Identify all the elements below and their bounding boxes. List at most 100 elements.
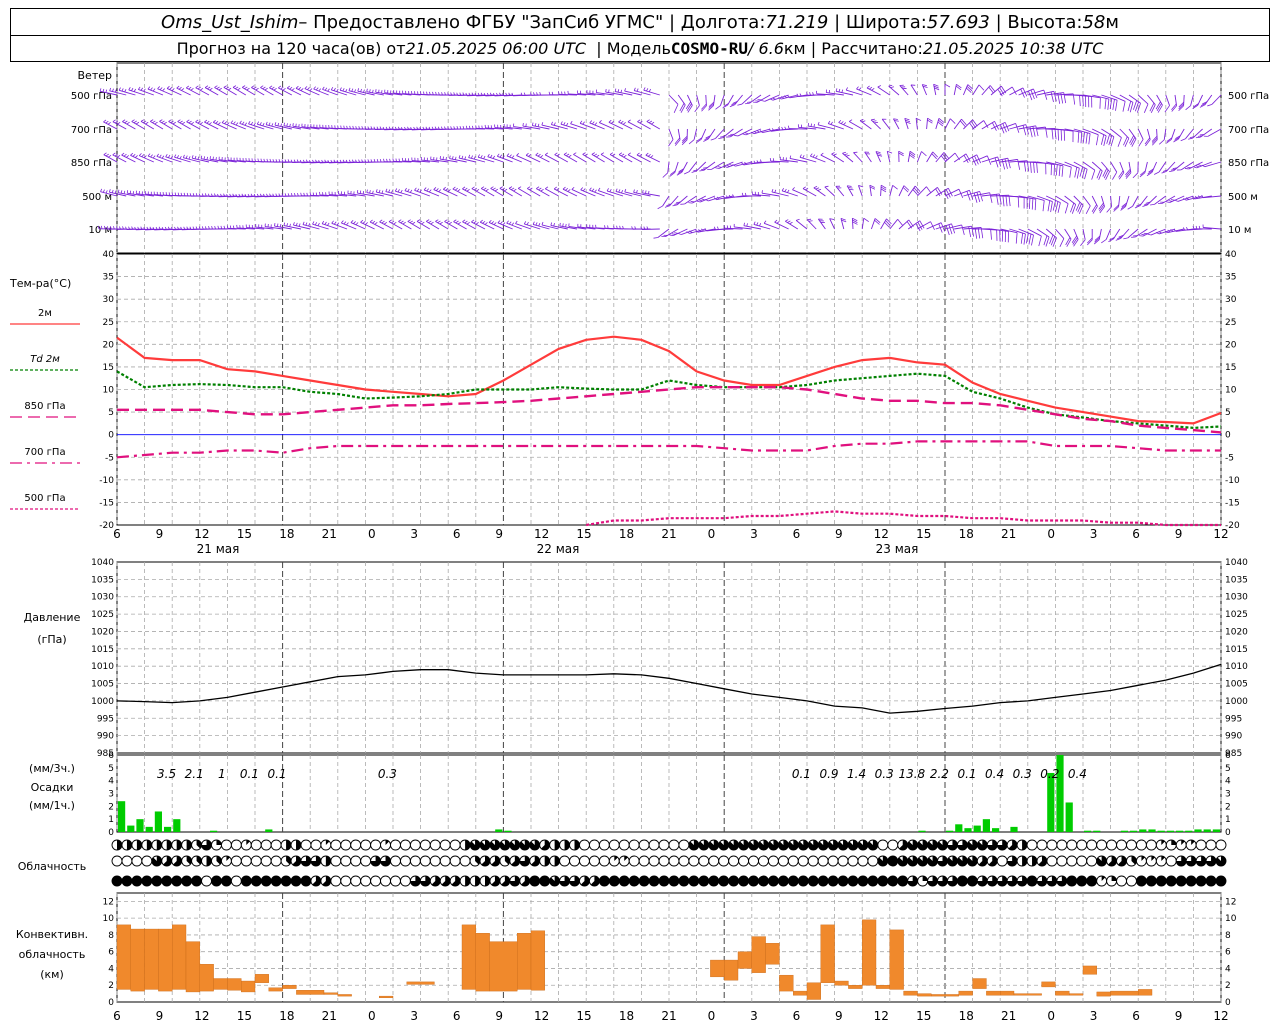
wind-barb-staff [248, 123, 265, 130]
temp-ytick-left: 10 [103, 386, 115, 396]
wind-barb [1188, 128, 1203, 140]
conv-bar [986, 990, 1001, 996]
wind-barb-feather [297, 193, 299, 197]
wind-barb-staff [806, 219, 817, 230]
wind-barb-feather [242, 85, 246, 88]
cloud-symbol [807, 875, 819, 887]
wind-barb-feather [241, 121, 245, 125]
wind-barb-feather [579, 120, 583, 124]
wind-barb [761, 94, 780, 102]
conv-ytick-right: 6 [1225, 948, 1231, 958]
wind-barb-feather [620, 120, 624, 124]
wind-barb-feather [476, 188, 480, 192]
wind-barb [1176, 161, 1194, 171]
precip-3h-label: 0.3 [378, 767, 397, 781]
cloud-symbol [1195, 855, 1207, 867]
cloud-symbol [807, 839, 819, 851]
wind-barb-feather [606, 188, 609, 192]
wind-barb [1128, 94, 1141, 113]
wind-barb-feather [141, 154, 145, 158]
cloud-fill [798, 876, 809, 886]
wind-barb-feather [376, 126, 379, 130]
cloud-symbol [688, 875, 700, 887]
wind-barb [880, 184, 887, 197]
wind-barb-feather [646, 119, 650, 122]
cloud-circle [797, 855, 809, 867]
wind-barb-feather [156, 153, 160, 157]
wind-barb-feather [341, 220, 344, 224]
wind-barb-feather [223, 85, 227, 88]
wind-barb-feather [852, 217, 858, 222]
wind-barb [686, 228, 706, 234]
wind-barb [348, 87, 366, 96]
cloud-circle [678, 855, 690, 867]
cloud-symbol [320, 855, 332, 867]
wind-barb-feather [810, 123, 812, 127]
cloud-symbol [370, 855, 382, 867]
wind-barb-feather [366, 189, 368, 193]
wind-barb [1150, 195, 1167, 206]
cloud-symbol [767, 855, 779, 867]
cloud-symbol [708, 855, 720, 867]
wind-barb-feather [223, 225, 226, 229]
wind-barb-feather [977, 227, 981, 239]
wind-barb [221, 120, 237, 130]
cloud-symbol [748, 875, 759, 887]
cloud-symbol [817, 855, 829, 867]
wind-barb-feather [283, 222, 286, 226]
cloud-fill [1007, 856, 1018, 866]
wind-barb [653, 228, 670, 239]
wind-barb-feather [108, 154, 112, 158]
wind-barb-feather [346, 125, 348, 129]
wind-barb-feather [1001, 159, 1006, 170]
wind-barb-feather [612, 153, 616, 157]
wind-barb-feather [280, 86, 284, 90]
cloud-fill [511, 856, 520, 866]
wind-barb [606, 188, 624, 197]
wind-barb [917, 186, 932, 197]
cloud-circle [658, 855, 670, 867]
wind-barb-feather [599, 120, 602, 123]
conv-bar [199, 964, 214, 992]
wind-barb-feather [760, 159, 762, 163]
wind-barb-feather [340, 125, 342, 129]
cloud-symbol [439, 839, 451, 851]
cloud-circle [399, 875, 411, 887]
cloud-symbol [996, 839, 1008, 851]
wind-barb [286, 85, 302, 96]
precip-ytick-left: 6 [108, 751, 114, 761]
wind-barb-feather [183, 226, 186, 230]
wind-barb-feather [937, 187, 943, 195]
wind-barb [1009, 160, 1030, 172]
wind-barb-feather [759, 130, 763, 133]
cloud-symbol [678, 855, 690, 867]
wind-barb [532, 221, 550, 230]
temp-legend-label: 500 гПа [24, 493, 65, 504]
wind-barb-feather [232, 193, 235, 197]
wind-barb-feather [530, 92, 532, 96]
wind-barb-feather [723, 225, 726, 229]
wind-barb-staff [1180, 161, 1194, 171]
wind-barb [379, 219, 394, 230]
wind-barb [156, 153, 173, 163]
cloud-circle [678, 839, 690, 851]
wind-barb-staff [195, 121, 210, 130]
cloud-fill [1108, 856, 1117, 866]
wind-barb-feather [787, 189, 790, 193]
precip-bar [173, 819, 181, 832]
wind-barb-feather [207, 86, 211, 90]
cloud-symbol [399, 875, 411, 887]
cloud-fill [997, 876, 1008, 886]
cloud-circle [867, 855, 879, 867]
wind-barb-feather [484, 222, 488, 225]
conv-bar [1096, 991, 1111, 997]
wind-barb-feather [1058, 165, 1061, 177]
wind-barb-staff [846, 89, 863, 96]
wind-barb-feather [600, 152, 605, 155]
wind-barb-feather [1096, 169, 1101, 179]
wind-barb [1018, 195, 1037, 211]
wind-barb-feather [508, 186, 513, 189]
wind-barb-feather [732, 194, 735, 198]
wind-barb-feather [99, 88, 102, 92]
cloud-symbol [151, 839, 163, 851]
